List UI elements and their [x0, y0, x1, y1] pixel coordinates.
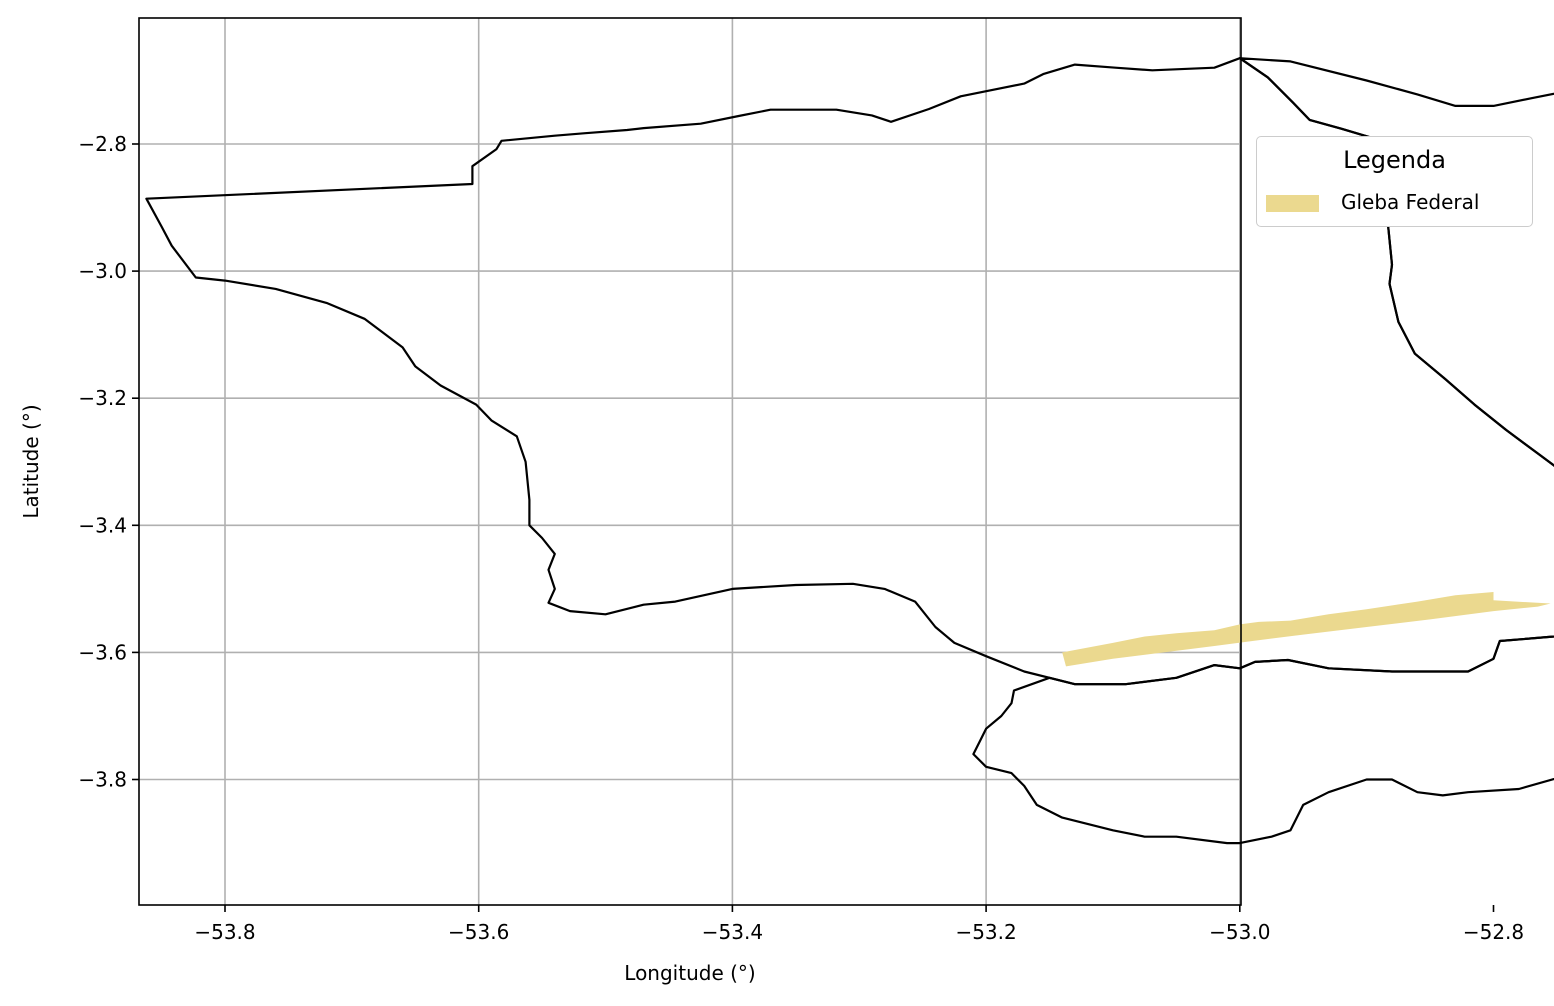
- legend-swatch-gleba-federal: [1266, 195, 1319, 212]
- legend-title: Legenda: [1343, 146, 1446, 174]
- legend: Legenda Gleba Federal: [1256, 136, 1533, 227]
- x-tick-label: −53.4: [702, 920, 763, 944]
- x-axis-title: Longitude (°): [624, 961, 755, 985]
- y-tick-label: −3.4: [78, 513, 127, 537]
- region-boundary-1: [145, 57, 1554, 686]
- x-tick-label: −53.8: [194, 920, 255, 944]
- y-tick-label: −2.8: [78, 132, 127, 156]
- plot-area-frame: [138, 17, 1242, 906]
- grid-lines: [139, 18, 1241, 905]
- gleba-federal-layer: [1062, 592, 1551, 667]
- gleba-federal-area: [1062, 592, 1551, 667]
- x-tick-label: −53.6: [448, 920, 509, 944]
- y-tick-label: −3.6: [78, 640, 127, 664]
- y-axis-title: Latitude (°): [19, 404, 43, 518]
- map-regions: [145, 57, 1554, 845]
- axis-ticks: −53.8−53.6−53.4−53.2−53.0−52.8−52.6−52.4…: [78, 132, 1524, 944]
- region-boundary-2: [972, 57, 1554, 845]
- y-tick-label: −3.2: [78, 386, 127, 410]
- x-tick-label: −52.8: [1463, 920, 1524, 944]
- legend-label-gleba-federal: Gleba Federal: [1341, 190, 1480, 214]
- x-tick-label: −53.2: [955, 920, 1016, 944]
- y-tick-label: −3.8: [78, 768, 127, 792]
- x-tick-label: −53.0: [1209, 920, 1270, 944]
- y-tick-label: −3.0: [78, 259, 127, 283]
